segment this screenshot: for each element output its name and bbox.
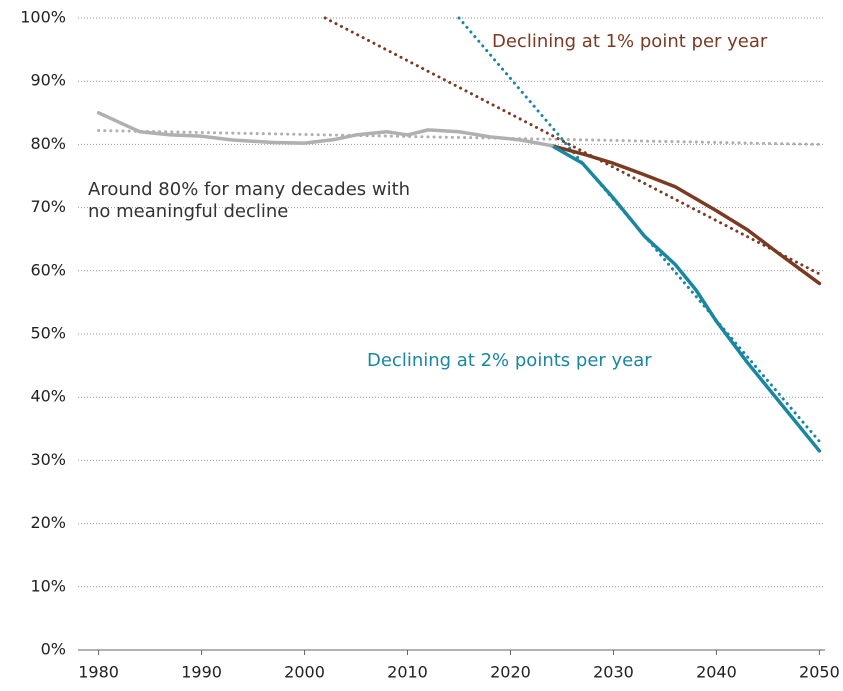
y-tick-label: 100% [20, 8, 66, 27]
x-tick-label: 2020 [490, 663, 531, 682]
trend-line [97, 128, 821, 146]
y-tick-label: 90% [30, 71, 66, 90]
y-tick-label: 40% [30, 387, 66, 406]
y-tick-label: 70% [30, 197, 66, 216]
y-tick-label: 20% [30, 513, 66, 532]
y-tick-label: 30% [30, 450, 66, 469]
y-tick-label: 50% [30, 324, 66, 343]
annotation: no meaningful decline [88, 201, 288, 222]
annotation: Declining at 1% point per year [492, 31, 768, 52]
y-tick-label: 60% [30, 260, 66, 279]
annotation: Declining at 2% points per year [367, 350, 652, 371]
y-tick-label: 80% [30, 134, 66, 153]
annotation: Around 80% for many decades with [88, 179, 410, 200]
y-tick-label: 10% [30, 576, 66, 595]
trend-line [323, 16, 821, 276]
x-tick-label: 1980 [78, 663, 119, 682]
y-tick-label: 0% [41, 640, 66, 659]
x-tick-label: 2030 [593, 663, 634, 682]
x-tick-label: 1990 [181, 663, 222, 682]
x-tick-label: 2040 [696, 663, 737, 682]
data-line [96, 111, 554, 148]
trend-line [457, 16, 821, 443]
data-line [549, 143, 822, 453]
x-tick-label: 2000 [284, 663, 325, 682]
x-tick-label: 2010 [387, 663, 428, 682]
x-tick-label: 2050 [799, 663, 840, 682]
data-line [549, 143, 822, 286]
